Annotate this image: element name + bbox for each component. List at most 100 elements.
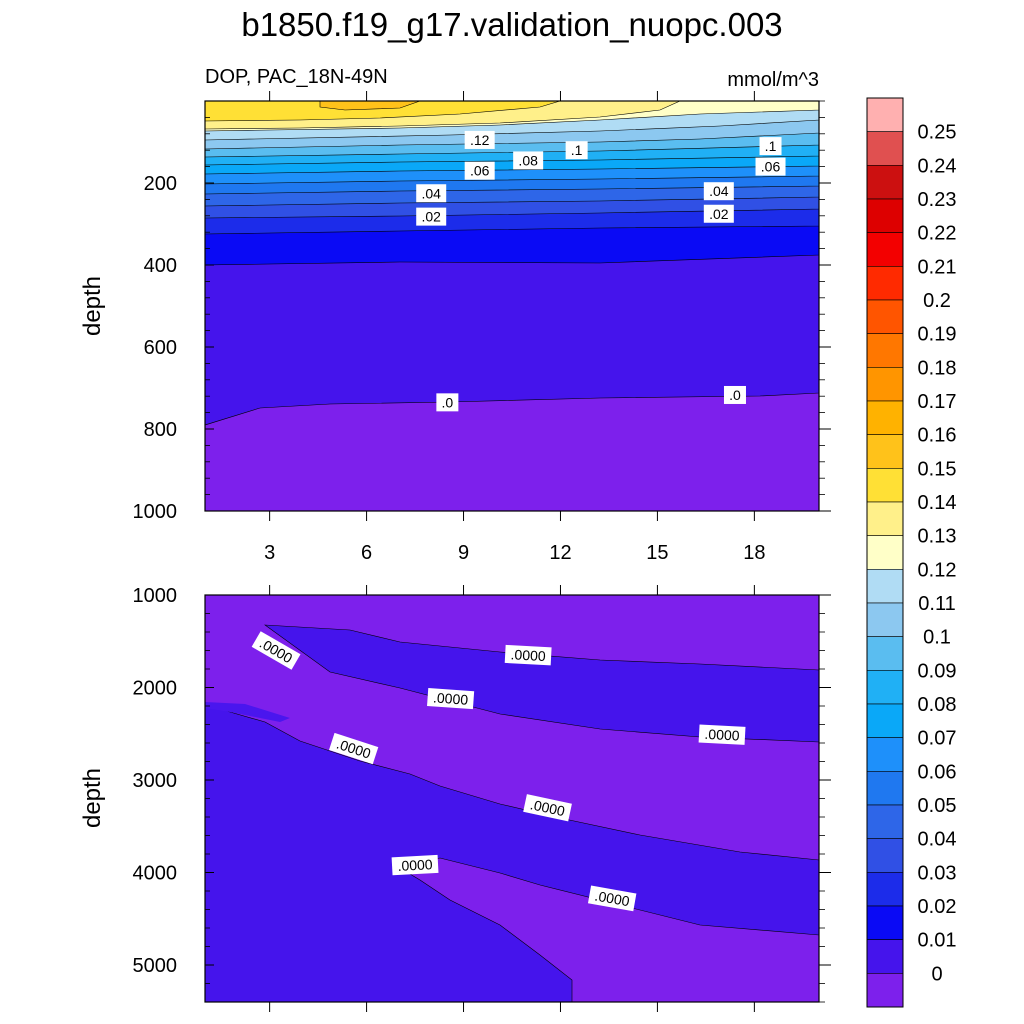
colorbar-swatch — [866, 165, 904, 200]
colorbar-swatch — [866, 804, 904, 839]
contour-label-box — [703, 182, 734, 201]
colorbar-swatch — [866, 872, 904, 907]
fill-bottom-band-a — [263, 624, 819, 743]
contour-label-text: .06 — [470, 163, 490, 179]
contour-label-text: .02 — [421, 209, 441, 225]
colorbar-swatch — [866, 434, 904, 469]
colorbar-swatch — [866, 636, 904, 671]
colorbar-level-label: 0.23 — [918, 189, 957, 211]
fill-bottom-band-b-edge — [205, 702, 290, 722]
y-tick-label: 3000 — [133, 770, 178, 792]
colorbar-swatch — [866, 131, 904, 166]
colorbar-swatch — [866, 400, 904, 435]
contour-label-box — [391, 854, 439, 876]
colorbar-level-label: 0.13 — [918, 526, 957, 548]
contour-label-text: .06 — [761, 159, 781, 175]
x-tick-label: 12 — [549, 542, 571, 564]
contour-label-box — [755, 157, 786, 176]
colorbar-swatch — [866, 703, 904, 738]
contour-label: .0000 — [427, 688, 475, 710]
colorbar-swatch — [866, 333, 904, 368]
contour-label: .1 — [565, 141, 588, 160]
contour-label: .12 — [464, 130, 495, 149]
colorbar-swatch — [866, 367, 904, 402]
colorbar-level-label: 0.21 — [918, 256, 957, 278]
y-tick-label: 1000 — [133, 585, 178, 607]
contour-label-text: .0 — [729, 387, 741, 403]
contour-label-text: .0000 — [594, 887, 631, 909]
top-panel-units: mmol/m^3 — [727, 69, 819, 91]
contour-label: .08 — [513, 151, 544, 170]
colorbar-swatch — [866, 198, 904, 233]
colorbar-swatch — [866, 737, 904, 772]
colorbar-level-label: 0.06 — [918, 761, 957, 783]
contour-label: .0 — [723, 385, 746, 404]
x-tick-label: 3 — [264, 542, 275, 564]
colorbar: 0.25 0.24 0.23 0.22 0.21 0.2 0.19 0.18 0.17 0.16 0… — [866, 97, 957, 1008]
colorbar-level-label: 0.14 — [918, 492, 957, 514]
top-contour-labels: .12 .1 .1 .08 .06 .06 .04 .04 .02 .02 .0 .0 — [416, 130, 786, 412]
colorbar-level-label: 0.11 — [918, 593, 955, 615]
colorbar-level-label: 0 — [931, 963, 942, 985]
colorbar-swatch — [866, 97, 904, 132]
colorbar-level-label: 0.1 — [923, 627, 951, 649]
colorbar-swatch — [866, 299, 904, 334]
bottom-panel: .0000.0000.0000.0000.0000.0000.0000.0000… — [79, 585, 831, 1012]
bottom-axes: 1000 2000 3000 4000 5000 — [133, 585, 831, 1012]
colorbar-level-label: 0.19 — [918, 324, 957, 346]
colorbar-level-label: 0.18 — [918, 357, 957, 379]
contour-label: .0000 — [391, 854, 439, 876]
contour-label-text: .0000 — [529, 796, 567, 819]
colorbar-swatch — [866, 939, 904, 974]
contour-label-box — [251, 631, 301, 670]
contour-label: .0000 — [587, 885, 637, 912]
colorbar-level-label: 0.25 — [918, 122, 957, 144]
contour-label: .06 — [464, 161, 495, 180]
colorbar-level-label: 0.12 — [918, 559, 957, 581]
contour-label: .1 — [759, 137, 782, 156]
contour-label: .0000 — [504, 644, 552, 666]
top-panel: DOP, PAC_18N-49N mmol/m^3 .12.1.1.08.06.… — [79, 66, 831, 564]
top-plot-frame — [204, 100, 820, 512]
contour-label-text: .1 — [765, 138, 777, 154]
contour-label-text: .04 — [421, 185, 441, 201]
colorbar-level-label: 0.05 — [918, 795, 957, 817]
contour-label-text: .08 — [518, 152, 538, 168]
colorbar-level-label: 0.07 — [918, 728, 957, 750]
figure-title: b1850.f19_g17.validation_nuopc.003 — [241, 6, 782, 43]
colorbar-frame — [866, 97, 904, 1008]
contour-label-box — [698, 724, 746, 745]
colorbar-level-label: 0.01 — [918, 930, 957, 952]
top-contour-fill — [205, 101, 819, 511]
fill-bottom-band-b — [205, 703, 819, 1002]
contour-label-box — [504, 644, 552, 666]
y-tick-label: 5000 — [133, 955, 178, 977]
contour-label-text: .1 — [571, 142, 583, 158]
bottom-ylabel: depth — [79, 768, 106, 828]
contour-label-box — [565, 141, 588, 160]
top-ylabel: depth — [79, 276, 106, 336]
contour-label-text: .0000 — [510, 646, 546, 664]
contour-label: .04 — [416, 184, 447, 203]
colorbar-level-label: 0.22 — [918, 223, 957, 245]
colorbar-swatch — [866, 232, 904, 267]
colorbar-level-label: 0.16 — [918, 425, 957, 447]
contour-label: .06 — [755, 157, 786, 176]
colorbar-swatch — [866, 973, 904, 1008]
y-tick-label: 200 — [144, 173, 177, 195]
y-tick-label: 2000 — [133, 678, 178, 700]
colorbar-swatch — [866, 569, 904, 604]
colorbar-level-label: 0.2 — [923, 290, 951, 312]
colorbar-swatch — [866, 266, 904, 301]
colorbar-swatch — [866, 501, 904, 536]
contour-label-box — [464, 130, 495, 149]
contour-label-box — [759, 137, 782, 156]
contour-label-box — [513, 151, 544, 170]
x-tick-label: 15 — [646, 542, 668, 564]
contour-label-text: .04 — [709, 183, 729, 199]
contour-label-text: .0000 — [704, 726, 740, 744]
colorbar-swatch — [866, 535, 904, 570]
contour-label-box — [523, 794, 572, 822]
y-tick-label: 4000 — [133, 863, 178, 885]
